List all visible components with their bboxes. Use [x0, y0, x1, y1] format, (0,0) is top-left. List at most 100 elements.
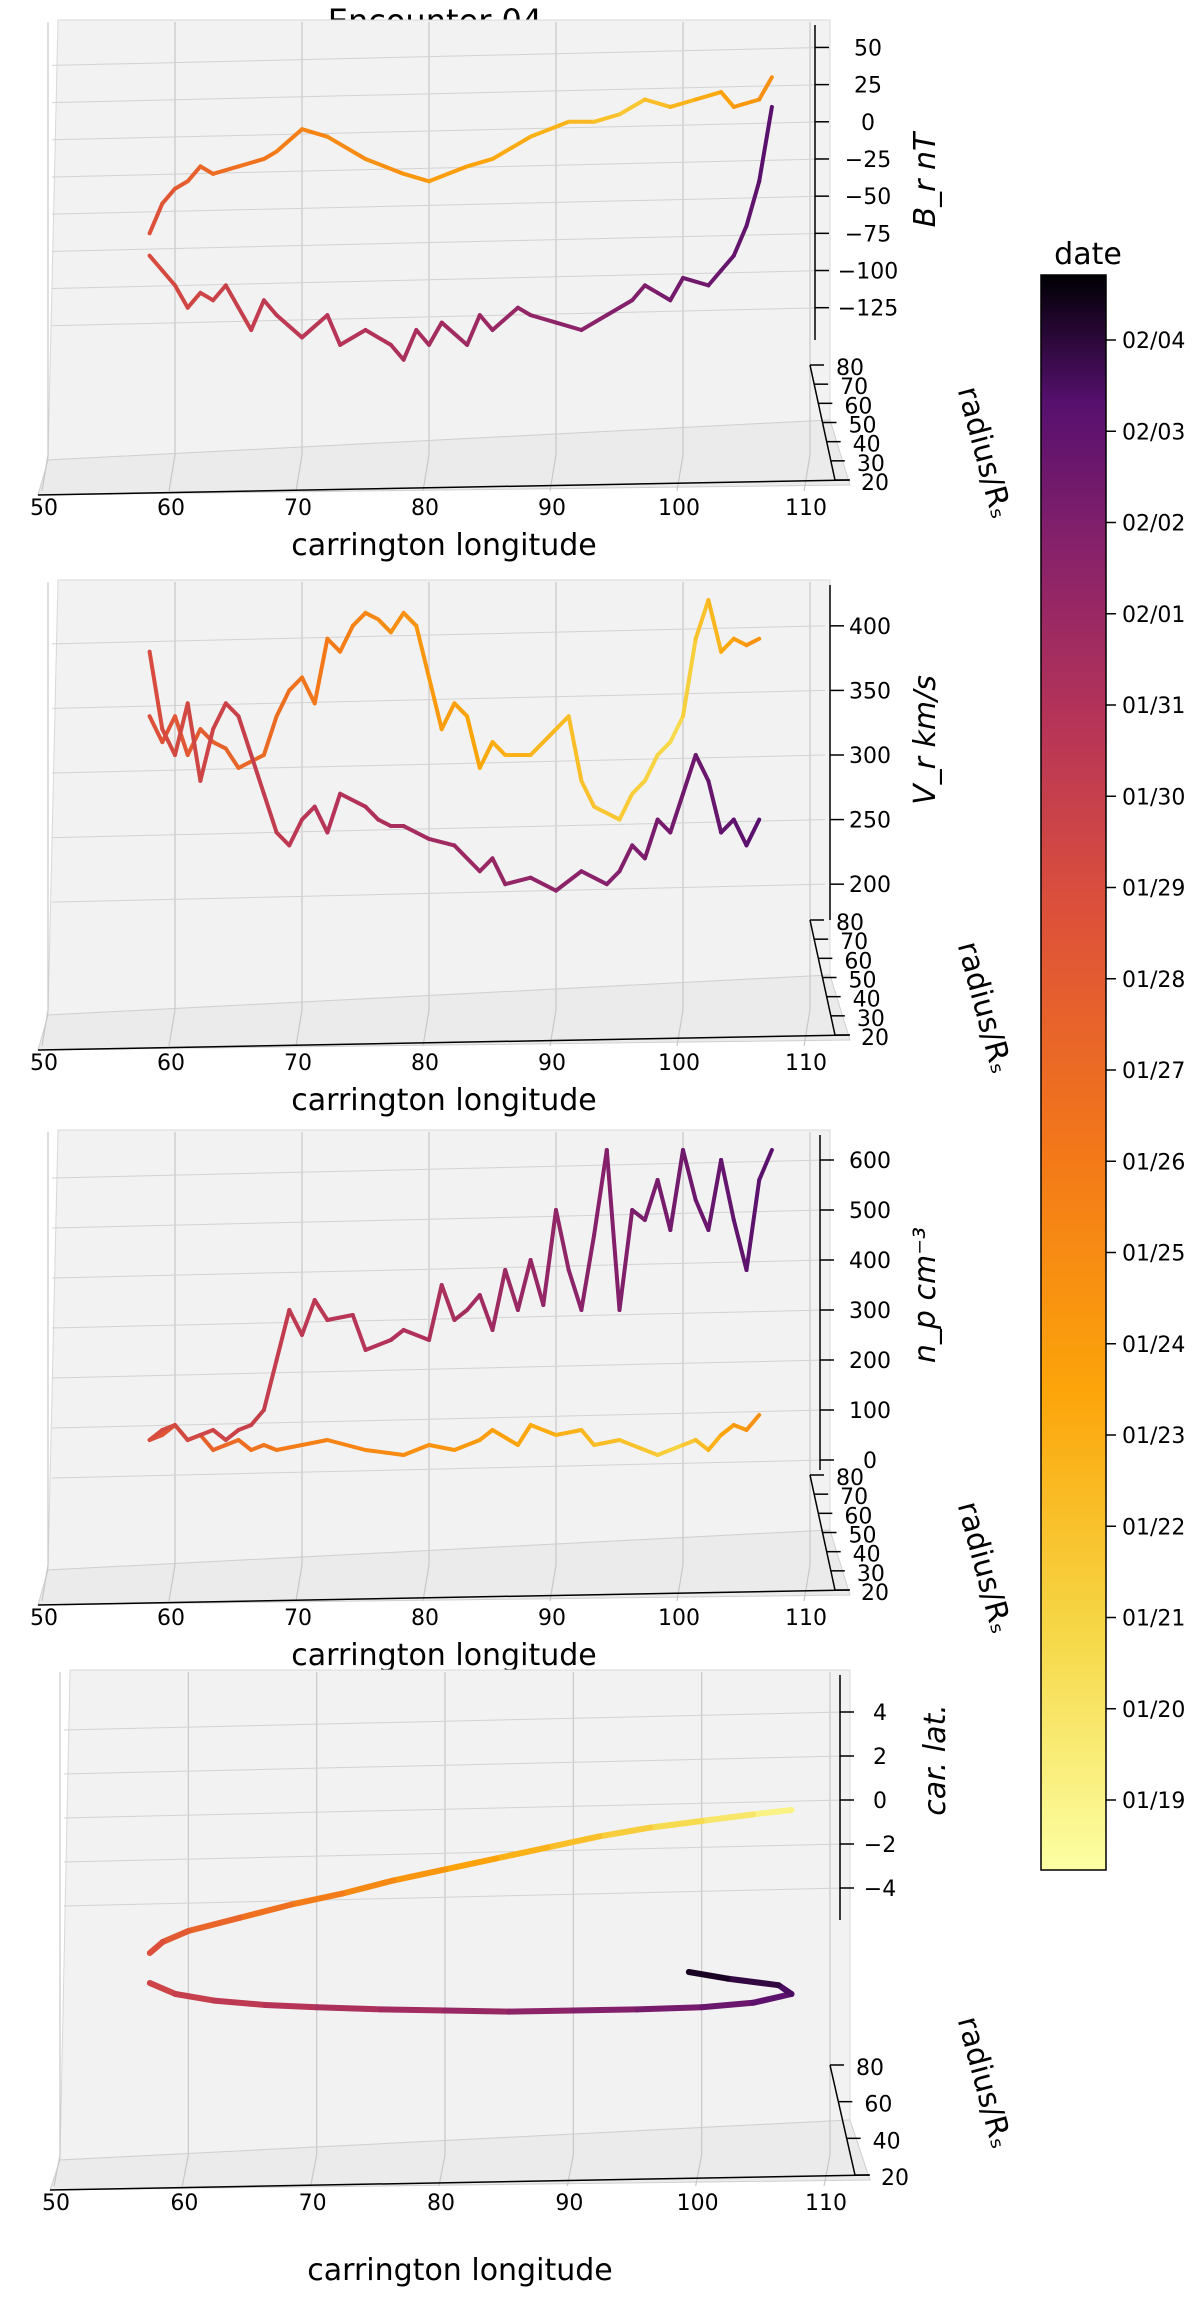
series-segment: [744, 1413, 762, 1432]
series-segment: [363, 1448, 406, 1457]
series-segment: [528, 727, 558, 757]
series-segment: [554, 1208, 571, 1272]
series-segment: [719, 636, 736, 654]
grid-line-z: [51, 195, 826, 215]
series-segment: [706, 1433, 724, 1452]
series-segment: [604, 869, 622, 887]
radius-tick-label: 30: [857, 1562, 885, 1587]
floor-grid-line: [803, 454, 811, 492]
grid-line-z: [51, 270, 826, 290]
radius-tick-label: 60: [864, 2093, 892, 2118]
series-segment: [596, 1824, 654, 1840]
radius-axis-label: radius/Rₛ: [950, 383, 1019, 522]
series-segment: [427, 675, 444, 732]
grid-line-z: [51, 121, 826, 141]
x-tick-label: 50: [30, 496, 58, 521]
series-segment: [261, 298, 279, 318]
series-segment: [592, 1438, 622, 1447]
series-segment: [427, 1283, 444, 1342]
series-segment: [198, 290, 216, 303]
z-tick-label: −50: [845, 185, 891, 210]
series-segment: [515, 1258, 533, 1312]
floor-grid-line: [803, 1564, 811, 1602]
series-segment: [236, 714, 254, 757]
series-segment: [300, 1438, 330, 1447]
floor-grid-line: [438, 2154, 446, 2187]
colorbar-tick-label: 01/22: [1122, 1515, 1185, 1540]
z-tick-label: 300: [849, 1299, 891, 1324]
x-tick-label: 100: [658, 1606, 700, 1631]
radius-tick-label: 70: [840, 930, 868, 955]
series-segment: [313, 2004, 384, 2013]
radius-tick-label: 50: [849, 1524, 877, 1549]
series-segment: [414, 328, 431, 347]
series-segment: [211, 1997, 269, 2008]
series-segment: [249, 1443, 266, 1452]
series-segment: [528, 1258, 546, 1307]
series-segment: [287, 1308, 304, 1337]
series-segment: [617, 1208, 635, 1312]
radius-tick-label: 50: [849, 969, 877, 994]
series-segment: [173, 283, 190, 310]
series-segment: [465, 156, 495, 169]
series-segment: [452, 843, 482, 874]
series-segment: [477, 313, 495, 332]
colorbar: date 02/04 02/03 02/02 02/01 01/31 01/30 01/29…: [1040, 237, 1185, 1871]
series-segment: [719, 1423, 736, 1437]
series-segment: [515, 1423, 533, 1447]
x-tick-label: 90: [555, 2191, 583, 2216]
radius-tick-label: 80: [836, 1466, 864, 1491]
series-segment: [528, 119, 571, 139]
floor-grid-line: [295, 1564, 303, 1602]
radius-tick-label: 70: [840, 1485, 868, 1510]
floor-grid-line: [41, 454, 49, 492]
floor-grid-line: [823, 2154, 831, 2187]
x-tick-label: 70: [299, 2191, 327, 2216]
series-segment: [159, 1928, 192, 1945]
floor-grid-line: [676, 1009, 684, 1047]
series-segment: [401, 824, 419, 835]
series-segment: [668, 1443, 685, 1452]
z-tick-label: 100: [849, 1399, 891, 1424]
series-segment: [528, 875, 558, 893]
colorbar-tick-label: 01/19: [1122, 1789, 1185, 1814]
series-segment: [681, 275, 711, 288]
series-segment: [579, 869, 609, 887]
radius-axis-label: radius/Rₛ: [950, 1498, 1019, 1637]
series-segment: [300, 804, 317, 822]
series-segment: [681, 753, 698, 796]
series-segment: [198, 1428, 216, 1437]
series-segment: [452, 1438, 482, 1452]
series-segment: [274, 830, 292, 848]
series-segment: [757, 1148, 774, 1182]
floor-pane: [49, 2119, 871, 2191]
series-segment: [642, 817, 660, 861]
grid-line-z: [51, 819, 826, 839]
series-segment: [427, 164, 470, 184]
series-segment: [414, 623, 431, 680]
grid-line-z: [51, 307, 826, 327]
series-segment: [693, 598, 711, 641]
series-segment: [503, 1268, 520, 1312]
series-1: [146, 1807, 795, 1956]
series-segment: [414, 830, 431, 841]
series-segment: [236, 1438, 254, 1452]
series-segment: [706, 1158, 724, 1232]
grid-line-z: [51, 883, 826, 903]
series-segment: [744, 1178, 762, 1272]
z-tick-label: −75: [845, 222, 891, 247]
x-axis-line: [49, 2174, 871, 2191]
z-tick-label: 300: [849, 744, 891, 769]
x-axis-line: [37, 1589, 851, 1606]
series-segment: [604, 1148, 622, 1312]
series-segment: [731, 223, 749, 258]
series-segment: [185, 701, 203, 783]
series-segment: [388, 610, 406, 635]
x-tick-label: 70: [284, 496, 312, 521]
z-tick-label: 350: [849, 679, 891, 704]
series-segment: [146, 1980, 179, 1997]
series-segment: [312, 636, 330, 706]
